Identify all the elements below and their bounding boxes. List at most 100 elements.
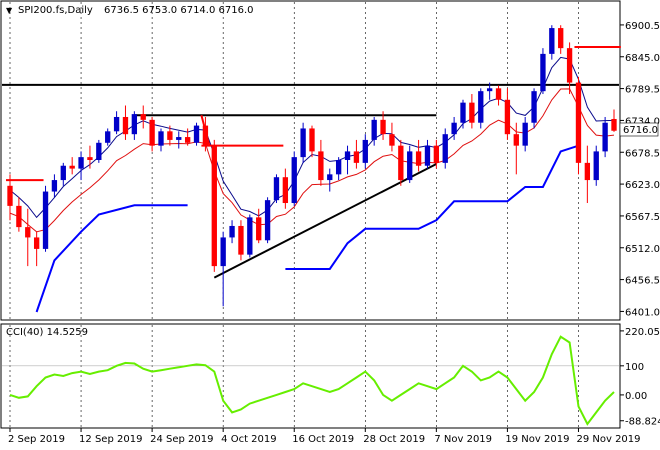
chart-symbol: SPI200.fs,Daily [18, 5, 93, 16]
price-tick-label: 6845.0 [625, 53, 660, 64]
candle-body [51, 180, 58, 192]
candle-body [247, 217, 253, 255]
candle-body [25, 227, 31, 238]
candle-body [220, 237, 226, 267]
candle-body [513, 134, 519, 146]
candle-body [415, 151, 422, 166]
candle-body [273, 177, 280, 201]
candle-body [558, 28, 564, 49]
candle-body [602, 122, 608, 152]
candle-body [478, 91, 484, 123]
candle-body [575, 82, 582, 163]
price-tick-label: 6401.0 [625, 307, 660, 318]
price-tick-label: 6900.5 [625, 21, 660, 32]
candle-body [362, 139, 368, 163]
candle-body [282, 177, 289, 204]
current-price-label: 6716.0 [623, 125, 658, 136]
slow-average-line [9, 88, 615, 233]
cci-axis: 220.059 100 0.00 -88.8245 [620, 327, 660, 428]
candle-body [407, 151, 413, 181]
candle-body [442, 134, 448, 163]
candle-body [264, 200, 271, 241]
x-tick-label: 2 Sep 2019 [8, 434, 65, 445]
x-tick-label: 16 Oct 2019 [292, 434, 354, 445]
candle-body [113, 116, 120, 132]
candles [7, 25, 617, 307]
candle-body [202, 125, 209, 146]
candle-body [584, 162, 591, 181]
candle-body [60, 165, 66, 181]
cci-series-line [9, 335, 615, 426]
candle-body [211, 145, 217, 267]
candle-body [256, 217, 262, 241]
candle-body [291, 157, 297, 204]
candle-body [184, 137, 191, 143]
candle-body [380, 119, 386, 135]
support-trendline [213, 163, 437, 279]
chart-ohlc: 6736.5 6753.0 6714.0 6716.0 [104, 5, 254, 16]
candle-body [335, 160, 342, 175]
candle-body [433, 145, 440, 163]
candle-body [460, 102, 466, 123]
cci-label: CCI(40) 14.5259 [6, 327, 88, 338]
candle-body [398, 145, 404, 181]
candle-body [593, 151, 599, 181]
candle-body [193, 125, 200, 143]
price-tick-label: 6789.5 [625, 85, 660, 96]
cci-tick-label: 220.059 [625, 327, 660, 338]
candle-body [78, 157, 84, 169]
candle-body [33, 237, 40, 249]
candle-body [318, 151, 324, 181]
candle-body [540, 53, 546, 92]
candle-body [105, 131, 111, 143]
candle-body [238, 225, 244, 255]
candle-body [566, 48, 573, 83]
candle-body [611, 118, 617, 131]
candle-body [309, 128, 315, 152]
x-tick-label: 7 Nov 2019 [434, 434, 492, 445]
cci-grid [2, 325, 619, 427]
candle-body [424, 145, 431, 166]
candle-body [122, 116, 129, 135]
cci-pane [0, 323, 621, 429]
candle-body [140, 114, 146, 120]
candle-body [149, 119, 155, 146]
candle-body [371, 119, 377, 140]
candle-body [96, 142, 102, 160]
candle-body [69, 165, 75, 169]
cci-tick-label: 100 [625, 362, 644, 373]
candle-body [167, 131, 173, 140]
candle-body [451, 122, 457, 135]
candle-body [486, 88, 493, 92]
price-axis: 6900.5 6845.0 6789.5 6734.0 6678.5 6623.0 6567… [620, 21, 660, 318]
candle-body [389, 134, 395, 146]
candle-body [504, 99, 511, 135]
price-tick-label: 6623.0 [625, 180, 660, 191]
current-price-tag [619, 122, 659, 137]
x-tick-label: 19 Nov 2019 [505, 434, 569, 445]
candle-body [42, 191, 49, 249]
candle-body [300, 128, 306, 158]
candle-body [353, 151, 360, 163]
price-tick-label: 6734.0 [625, 116, 660, 127]
cci-tick-label: -88.8245 [625, 417, 660, 428]
candle-body [229, 225, 235, 238]
candle-body [495, 88, 502, 100]
candle-body [87, 157, 93, 160]
date-axis: 2 Sep 2019 12 Sep 2019 24 Sep 2019 4 Oct 20… [8, 428, 641, 445]
x-tick-label: 4 Oct 2019 [221, 434, 276, 445]
candle-body [469, 102, 475, 123]
candle-body [327, 174, 333, 181]
candle-body [522, 122, 528, 146]
candle-body [176, 137, 182, 140]
price-pane [0, 0, 621, 321]
indicator-lines [2, 46, 621, 313]
candle-body [7, 185, 13, 206]
x-tick-label: 29 Nov 2019 [576, 434, 640, 445]
candle-body [158, 131, 164, 146]
channel-step-line [35, 204, 188, 313]
price-tick-label: 6567.5 [625, 212, 660, 223]
x-tick-label: 28 Oct 2019 [363, 434, 425, 445]
x-tick-label: 24 Sep 2019 [150, 434, 213, 445]
